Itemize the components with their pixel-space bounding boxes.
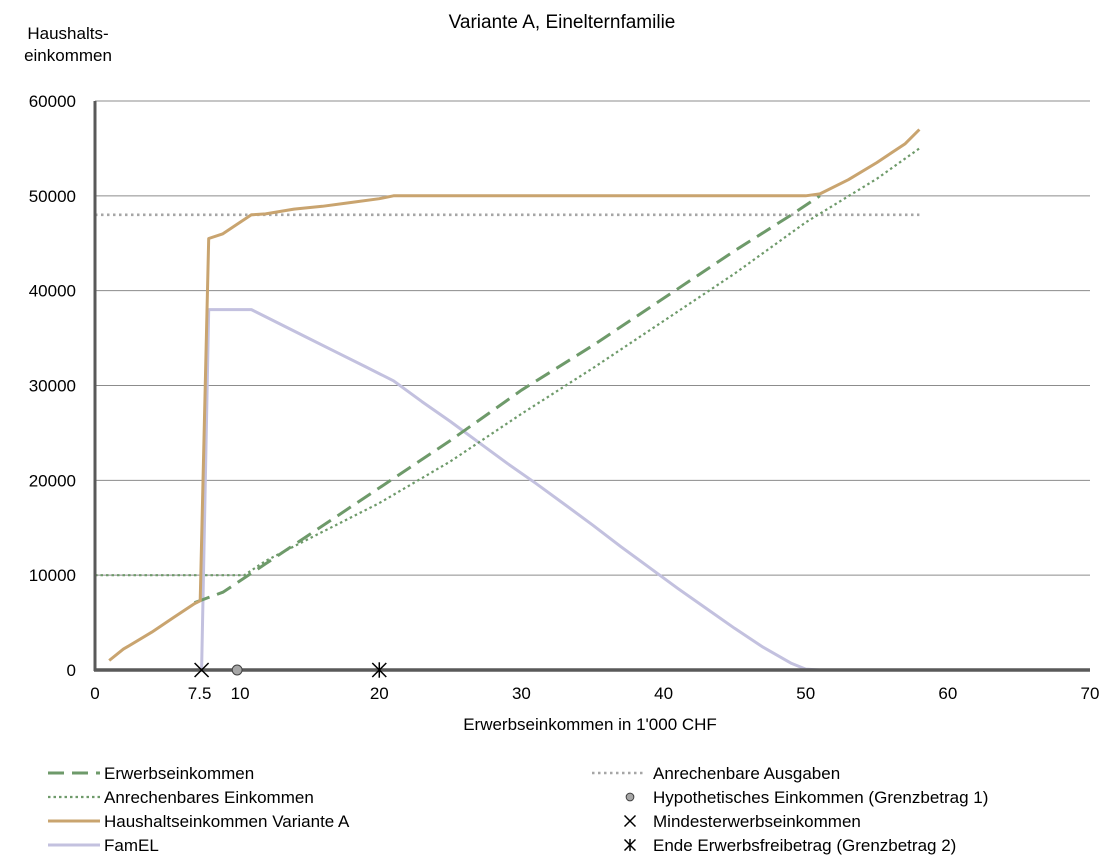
legend-label-6: FamEL: [104, 836, 159, 855]
legend-item-1: Anrechenbare Ausgaben: [592, 764, 840, 783]
series-line-famel: [109, 308, 920, 672]
legend-label-2: Anrechenbares Einkommen: [104, 788, 314, 807]
legend-item-6: FamEL: [48, 836, 159, 855]
series-lines: [95, 128, 921, 672]
legend-swatch-3: [625, 792, 635, 802]
x-tick-label-2: 10: [231, 684, 250, 703]
legend-label-1: Anrechenbare Ausgaben: [653, 764, 840, 783]
marker-asterisk-2: [371, 662, 387, 678]
x-tick-label-3: 20: [370, 684, 389, 703]
legend-swatch-5-stroke-b: [623, 814, 637, 828]
y-tick-label-0: 0: [67, 661, 76, 680]
x-tick-label-4: 30: [512, 684, 531, 703]
series-line-anrechenbares-einkommen: [95, 147, 921, 577]
x-tick-label-6: 50: [796, 684, 815, 703]
legend-label-4: Haushaltseinkommen Variante A: [104, 812, 350, 831]
y-tick-labels: 0 10000 20000 30000 40000 50000 60000: [29, 92, 76, 680]
grid-lines: [95, 100, 1090, 576]
legend: Erwerbseinkommen Anrechenbare Ausgaben Anr…: [48, 764, 988, 855]
y-tick-label-2: 20000: [29, 471, 76, 490]
legend-item-0: Erwerbseinkommen: [48, 764, 254, 783]
marker-x-1: [194, 662, 210, 678]
marker-circle-0-shape: [231, 664, 243, 676]
legend-swatch-5: [623, 814, 637, 828]
x-tick-label-1: 7.5: [188, 684, 212, 703]
x-tick-label-0: 0: [90, 684, 99, 703]
y-axis-label-line1: Haushalts-: [27, 24, 108, 43]
legend-label-5: Mindesterwerbseinkommen: [653, 812, 861, 831]
legend-item-5: Mindesterwerbseinkommen: [623, 812, 861, 831]
x-tick-labels: 0 7.5 10 20 30 40 50 60 70: [90, 684, 1099, 703]
series-line-erwerbseinkommen: [193, 194, 821, 605]
legend-label-3: Hypothetisches Einkommen (Grenzbetrag 1): [653, 788, 988, 807]
axes: [93, 101, 1090, 672]
legend-item-4: Haushaltseinkommen Variante A: [48, 812, 350, 831]
legend-item-3: Hypothetisches Einkommen (Grenzbetrag 1): [625, 788, 988, 807]
legend-item-7: Ende Erwerbsfreibetrag (Grenzbetrag 2): [623, 836, 956, 855]
series-line-haushaltseinkommen-variante-a: [108, 128, 921, 662]
legend-label-7: Ende Erwerbsfreibetrag (Grenzbetrag 2): [653, 836, 956, 855]
x-axis-label: Erwerbseinkommen in 1'000 CHF: [463, 715, 717, 734]
y-tick-label-4: 40000: [29, 282, 76, 301]
y-tick-label-3: 30000: [29, 377, 76, 396]
y-axis-label-line2: einkommen: [24, 46, 112, 65]
y-tick-label-5: 50000: [29, 187, 76, 206]
legend-item-2: Anrechenbares Einkommen: [48, 788, 314, 807]
y-tick-label-6: 60000: [29, 92, 76, 111]
x-tick-label-8: 70: [1081, 684, 1100, 703]
chart-title: Variante A, Einelternfamilie: [449, 12, 676, 33]
marker-x-1-stroke-b: [194, 662, 210, 678]
x-tick-label-7: 60: [938, 684, 957, 703]
y-tick-label-1: 10000: [29, 566, 76, 585]
marker-circle-0: [231, 664, 243, 676]
legend-swatch-7: [623, 838, 637, 852]
markers: [194, 662, 387, 678]
legend-label-0: Erwerbseinkommen: [104, 764, 254, 783]
legend-swatch-3-shape: [625, 792, 635, 802]
x-tick-label-5: 40: [654, 684, 673, 703]
